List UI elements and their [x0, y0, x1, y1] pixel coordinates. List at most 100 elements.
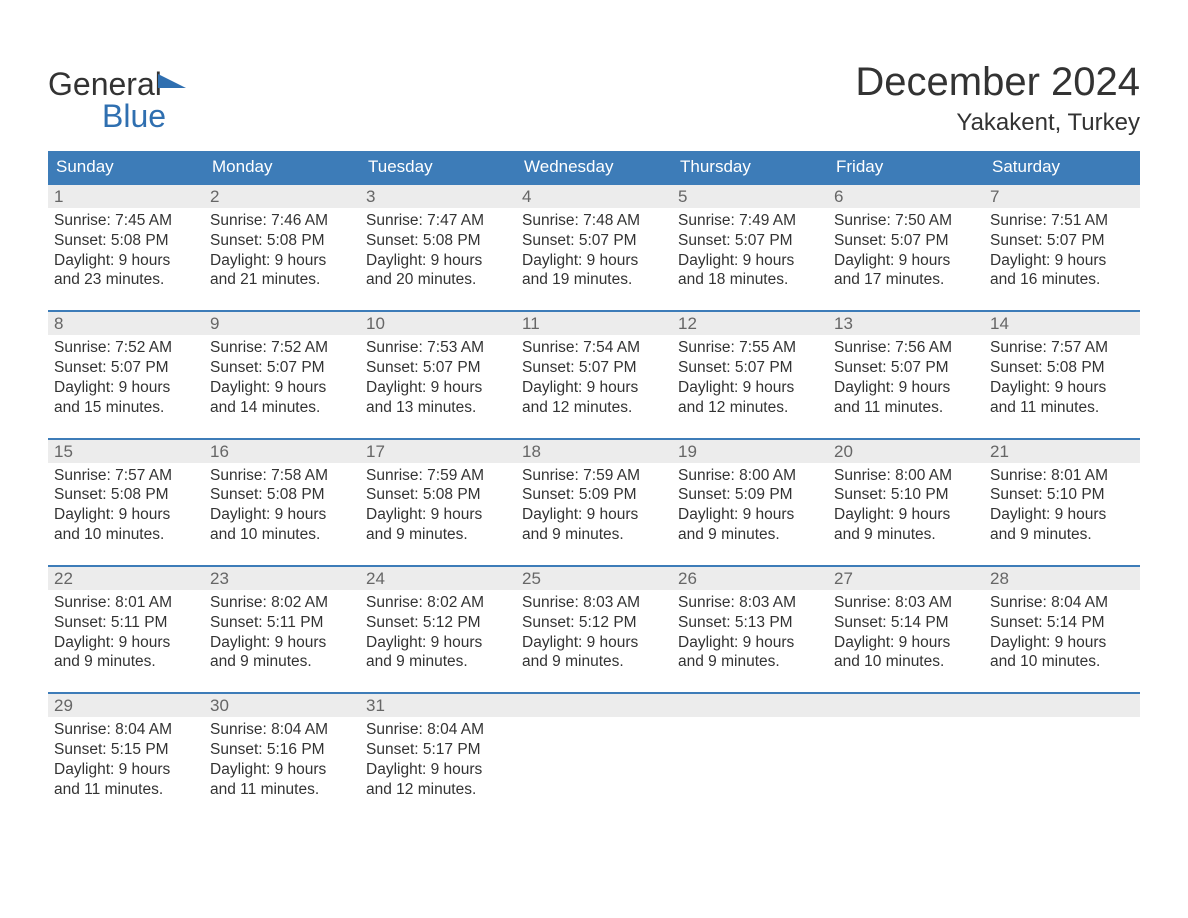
calendar-day: 6Sunrise: 7:50 AMSunset: 5:07 PMDaylight…	[828, 185, 984, 294]
weekday-header: Wednesday	[516, 151, 672, 183]
day-day1-text: Daylight: 9 hours	[54, 633, 198, 653]
day-sunrise-text: Sunrise: 7:59 AM	[366, 466, 510, 486]
calendar-day: 13Sunrise: 7:56 AMSunset: 5:07 PMDayligh…	[828, 312, 984, 421]
day-sunrise-text: Sunrise: 8:01 AM	[54, 593, 198, 613]
calendar-day	[672, 694, 828, 803]
day-number: 24	[360, 567, 516, 590]
day-sunset-text: Sunset: 5:12 PM	[522, 613, 666, 633]
calendar-day: 8Sunrise: 7:52 AMSunset: 5:07 PMDaylight…	[48, 312, 204, 421]
day-details: Sunrise: 7:58 AMSunset: 5:08 PMDaylight:…	[204, 463, 360, 549]
day-number: 7	[984, 185, 1140, 208]
day-day2-text: and 10 minutes.	[54, 525, 198, 545]
calendar-week: 22Sunrise: 8:01 AMSunset: 5:11 PMDayligh…	[48, 565, 1140, 676]
day-details: Sunrise: 7:55 AMSunset: 5:07 PMDaylight:…	[672, 335, 828, 421]
day-sunset-text: Sunset: 5:14 PM	[834, 613, 978, 633]
day-details: Sunrise: 8:02 AMSunset: 5:11 PMDaylight:…	[204, 590, 360, 676]
day-number: 2	[204, 185, 360, 208]
day-details	[984, 717, 1140, 797]
day-day1-text: Daylight: 9 hours	[522, 378, 666, 398]
calendar-day: 20Sunrise: 8:00 AMSunset: 5:10 PMDayligh…	[828, 440, 984, 549]
calendar-day	[828, 694, 984, 803]
calendar-day	[516, 694, 672, 803]
day-details: Sunrise: 8:04 AMSunset: 5:14 PMDaylight:…	[984, 590, 1140, 676]
day-sunset-text: Sunset: 5:09 PM	[522, 485, 666, 505]
day-number: 25	[516, 567, 672, 590]
day-day2-text: and 11 minutes.	[834, 398, 978, 418]
day-number: 14	[984, 312, 1140, 335]
day-day1-text: Daylight: 9 hours	[210, 633, 354, 653]
day-sunrise-text: Sunrise: 7:48 AM	[522, 211, 666, 231]
weekday-header: Sunday	[48, 151, 204, 183]
day-sunset-text: Sunset: 5:07 PM	[210, 358, 354, 378]
day-sunrise-text: Sunrise: 8:04 AM	[990, 593, 1134, 613]
day-details: Sunrise: 8:00 AMSunset: 5:09 PMDaylight:…	[672, 463, 828, 549]
weekday-header: Tuesday	[360, 151, 516, 183]
day-day2-text: and 13 minutes.	[366, 398, 510, 418]
calendar-day: 26Sunrise: 8:03 AMSunset: 5:13 PMDayligh…	[672, 567, 828, 676]
day-number	[984, 694, 1140, 717]
day-number: 9	[204, 312, 360, 335]
day-details: Sunrise: 8:04 AMSunset: 5:15 PMDaylight:…	[48, 717, 204, 803]
brand-text-1: General	[48, 66, 162, 102]
day-sunrise-text: Sunrise: 7:52 AM	[54, 338, 198, 358]
day-day2-text: and 11 minutes.	[210, 780, 354, 800]
day-sunset-text: Sunset: 5:08 PM	[366, 485, 510, 505]
calendar-day: 1Sunrise: 7:45 AMSunset: 5:08 PMDaylight…	[48, 185, 204, 294]
day-sunset-text: Sunset: 5:08 PM	[990, 358, 1134, 378]
calendar-day: 14Sunrise: 7:57 AMSunset: 5:08 PMDayligh…	[984, 312, 1140, 421]
day-day1-text: Daylight: 9 hours	[210, 760, 354, 780]
day-day1-text: Daylight: 9 hours	[54, 760, 198, 780]
day-day2-text: and 19 minutes.	[522, 270, 666, 290]
day-day2-text: and 9 minutes.	[990, 525, 1134, 545]
day-number: 28	[984, 567, 1140, 590]
day-day2-text: and 9 minutes.	[678, 652, 822, 672]
calendar-day: 2Sunrise: 7:46 AMSunset: 5:08 PMDaylight…	[204, 185, 360, 294]
day-details: Sunrise: 7:47 AMSunset: 5:08 PMDaylight:…	[360, 208, 516, 294]
day-sunrise-text: Sunrise: 8:03 AM	[678, 593, 822, 613]
day-day2-text: and 21 minutes.	[210, 270, 354, 290]
day-details: Sunrise: 7:46 AMSunset: 5:08 PMDaylight:…	[204, 208, 360, 294]
day-day2-text: and 10 minutes.	[210, 525, 354, 545]
day-number: 12	[672, 312, 828, 335]
day-sunset-text: Sunset: 5:11 PM	[54, 613, 198, 633]
day-sunset-text: Sunset: 5:07 PM	[366, 358, 510, 378]
calendar-week: 1Sunrise: 7:45 AMSunset: 5:08 PMDaylight…	[48, 183, 1140, 294]
day-number: 16	[204, 440, 360, 463]
day-day2-text: and 12 minutes.	[522, 398, 666, 418]
day-day1-text: Daylight: 9 hours	[366, 251, 510, 271]
calendar-day: 28Sunrise: 8:04 AMSunset: 5:14 PMDayligh…	[984, 567, 1140, 676]
day-details: Sunrise: 7:45 AMSunset: 5:08 PMDaylight:…	[48, 208, 204, 294]
calendar-week: 29Sunrise: 8:04 AMSunset: 5:15 PMDayligh…	[48, 692, 1140, 803]
day-number: 18	[516, 440, 672, 463]
day-details: Sunrise: 7:54 AMSunset: 5:07 PMDaylight:…	[516, 335, 672, 421]
day-details: Sunrise: 8:00 AMSunset: 5:10 PMDaylight:…	[828, 463, 984, 549]
day-day2-text: and 11 minutes.	[54, 780, 198, 800]
day-number	[828, 694, 984, 717]
day-details: Sunrise: 7:50 AMSunset: 5:07 PMDaylight:…	[828, 208, 984, 294]
day-sunset-text: Sunset: 5:07 PM	[522, 358, 666, 378]
calendar-day: 15Sunrise: 7:57 AMSunset: 5:08 PMDayligh…	[48, 440, 204, 549]
day-sunset-text: Sunset: 5:15 PM	[54, 740, 198, 760]
day-details: Sunrise: 8:03 AMSunset: 5:13 PMDaylight:…	[672, 590, 828, 676]
day-details: Sunrise: 7:59 AMSunset: 5:09 PMDaylight:…	[516, 463, 672, 549]
calendar-day: 30Sunrise: 8:04 AMSunset: 5:16 PMDayligh…	[204, 694, 360, 803]
day-sunrise-text: Sunrise: 8:02 AM	[366, 593, 510, 613]
calendar-day: 7Sunrise: 7:51 AMSunset: 5:07 PMDaylight…	[984, 185, 1140, 294]
day-sunrise-text: Sunrise: 7:46 AM	[210, 211, 354, 231]
day-sunrise-text: Sunrise: 7:53 AM	[366, 338, 510, 358]
weekday-header: Friday	[828, 151, 984, 183]
day-day1-text: Daylight: 9 hours	[54, 505, 198, 525]
calendar-day: 19Sunrise: 8:00 AMSunset: 5:09 PMDayligh…	[672, 440, 828, 549]
calendar-week: 8Sunrise: 7:52 AMSunset: 5:07 PMDaylight…	[48, 310, 1140, 421]
day-details: Sunrise: 7:53 AMSunset: 5:07 PMDaylight:…	[360, 335, 516, 421]
day-sunrise-text: Sunrise: 7:51 AM	[990, 211, 1134, 231]
day-details: Sunrise: 8:03 AMSunset: 5:14 PMDaylight:…	[828, 590, 984, 676]
calendar-day: 22Sunrise: 8:01 AMSunset: 5:11 PMDayligh…	[48, 567, 204, 676]
day-sunset-text: Sunset: 5:07 PM	[678, 358, 822, 378]
day-day1-text: Daylight: 9 hours	[834, 378, 978, 398]
day-day1-text: Daylight: 9 hours	[678, 251, 822, 271]
day-day2-text: and 18 minutes.	[678, 270, 822, 290]
day-number: 23	[204, 567, 360, 590]
day-number: 1	[48, 185, 204, 208]
day-sunrise-text: Sunrise: 8:00 AM	[834, 466, 978, 486]
